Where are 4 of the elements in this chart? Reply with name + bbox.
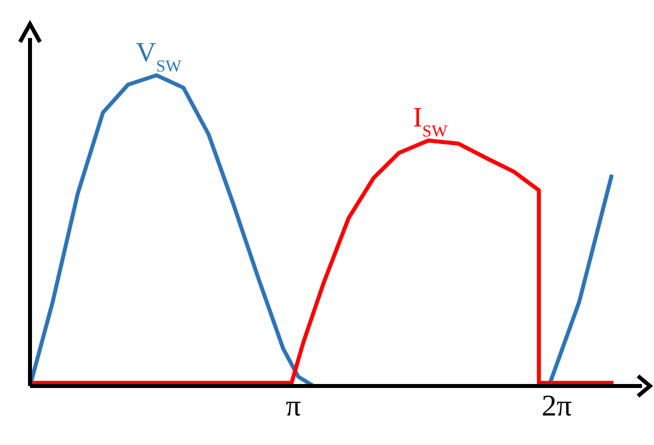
series-label: V$_{SW}$ bbox=[136, 37, 182, 75]
x-tick-label: π bbox=[286, 389, 301, 422]
x-tick-label: 2π bbox=[542, 389, 572, 422]
series-label: I$_{SW}$ bbox=[412, 102, 448, 140]
